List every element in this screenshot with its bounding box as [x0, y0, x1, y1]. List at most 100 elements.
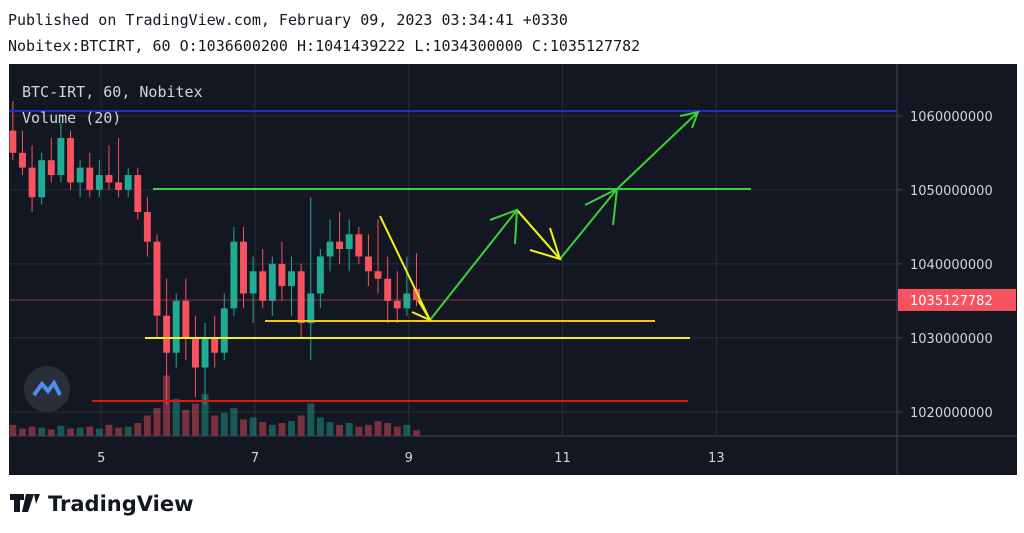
candle-body	[201, 337, 209, 368]
candle-body	[403, 293, 411, 309]
volume-bar	[364, 424, 372, 436]
volume-bar	[249, 417, 257, 436]
x-tick-label: 9	[405, 451, 413, 466]
volume-bar	[28, 426, 36, 436]
volume-bar	[57, 425, 65, 436]
volume-bar	[201, 394, 209, 436]
candle-body	[153, 241, 161, 316]
volume-bar	[403, 424, 411, 436]
volume-bar	[153, 408, 161, 436]
volume-bar	[326, 422, 334, 436]
arrow-head	[411, 299, 433, 323]
candle-body	[288, 271, 296, 287]
candle-body	[268, 263, 276, 301]
candle-body	[172, 300, 180, 353]
volume-bar	[191, 403, 199, 436]
volume-bar	[182, 409, 190, 436]
candle-body	[143, 212, 151, 242]
volume-bar	[384, 422, 392, 436]
ohlc-label: H:	[297, 37, 315, 55]
candle-body	[115, 182, 123, 190]
volume-bar	[124, 426, 132, 436]
volume-bar	[38, 427, 46, 436]
candle-body	[307, 293, 315, 324]
volume-bar	[67, 428, 74, 436]
candle-body	[413, 289, 420, 300]
candle-body	[124, 175, 132, 190]
candle-body	[28, 167, 36, 198]
candle-body	[76, 167, 84, 183]
ohlc-label: L:	[414, 37, 432, 55]
candle-body	[134, 175, 142, 213]
volume-bar	[307, 403, 315, 436]
volume-bar	[297, 415, 305, 436]
volume-bar	[345, 422, 353, 436]
candle-body	[211, 337, 219, 353]
candle-body	[393, 300, 401, 309]
volume-bar	[393, 426, 401, 436]
volume-bar	[163, 375, 171, 436]
x-tick-label: 7	[251, 451, 259, 466]
candle-body	[86, 167, 94, 190]
volume-bar	[268, 424, 276, 436]
candle-body	[230, 241, 238, 309]
volume-bar	[172, 398, 180, 436]
last-price-label: 1035127782	[910, 294, 993, 309]
candles	[9, 101, 420, 436]
volume-bar	[76, 427, 84, 436]
volume-bar	[355, 426, 363, 436]
y-tick-label: 1020000000	[910, 406, 993, 421]
arrow-head	[679, 110, 700, 129]
candle-body	[259, 271, 267, 301]
volume-bar	[9, 424, 17, 436]
ohlc-line: Nobitex:BTCIRT, 60 O:1036600200 H:104143…	[8, 37, 640, 55]
volume-bar	[18, 428, 26, 436]
volume-bar	[278, 422, 286, 436]
arrow-head	[489, 208, 519, 245]
candle-body	[240, 241, 247, 294]
candle-body	[278, 263, 286, 287]
candle-body	[163, 315, 171, 353]
x-tick-label: 13	[708, 451, 725, 466]
candle-body	[191, 337, 199, 368]
last-price-box	[898, 288, 1016, 311]
brand: TradingView	[48, 492, 193, 516]
tv-logo	[10, 494, 40, 512]
volume-bar	[288, 421, 296, 436]
volume-bar	[143, 415, 151, 436]
candle-body	[67, 138, 74, 183]
candle-body	[336, 241, 344, 250]
volume-bar	[374, 421, 382, 436]
volume-bar	[220, 412, 228, 436]
candle-body	[9, 130, 17, 153]
candle-body	[297, 271, 305, 324]
published-text: Published on TradingView.com, February 0…	[8, 11, 568, 29]
volume-bar	[230, 408, 238, 436]
instrument: Nobitex:BTCIRT, 60	[8, 37, 171, 55]
y-tick-label: 1050000000	[910, 184, 993, 199]
volume-bar	[47, 429, 55, 436]
chart-bg	[9, 64, 1017, 475]
y-tick-label: 1030000000	[910, 332, 993, 347]
arrow-head	[529, 227, 562, 261]
drawings	[9, 110, 897, 402]
arrow-head	[584, 187, 619, 226]
candle-body	[384, 278, 392, 301]
candle-body	[95, 175, 103, 190]
candle-body	[182, 300, 190, 338]
x-tick-label: 5	[97, 451, 105, 466]
ohlc-label: C:	[532, 37, 550, 55]
ohlc-value: 1041439222	[315, 37, 405, 55]
candle-body	[249, 271, 257, 294]
candle-body	[316, 256, 324, 294]
volume-bar	[316, 417, 324, 436]
candle-body	[38, 160, 46, 198]
yellow-arrow	[379, 215, 431, 321]
candle-body	[326, 241, 334, 257]
volume-bar	[115, 427, 123, 436]
candle-body	[57, 138, 65, 176]
volume-bar	[105, 424, 113, 436]
y-tick-label: 1040000000	[910, 258, 993, 273]
candle-body	[47, 160, 55, 176]
